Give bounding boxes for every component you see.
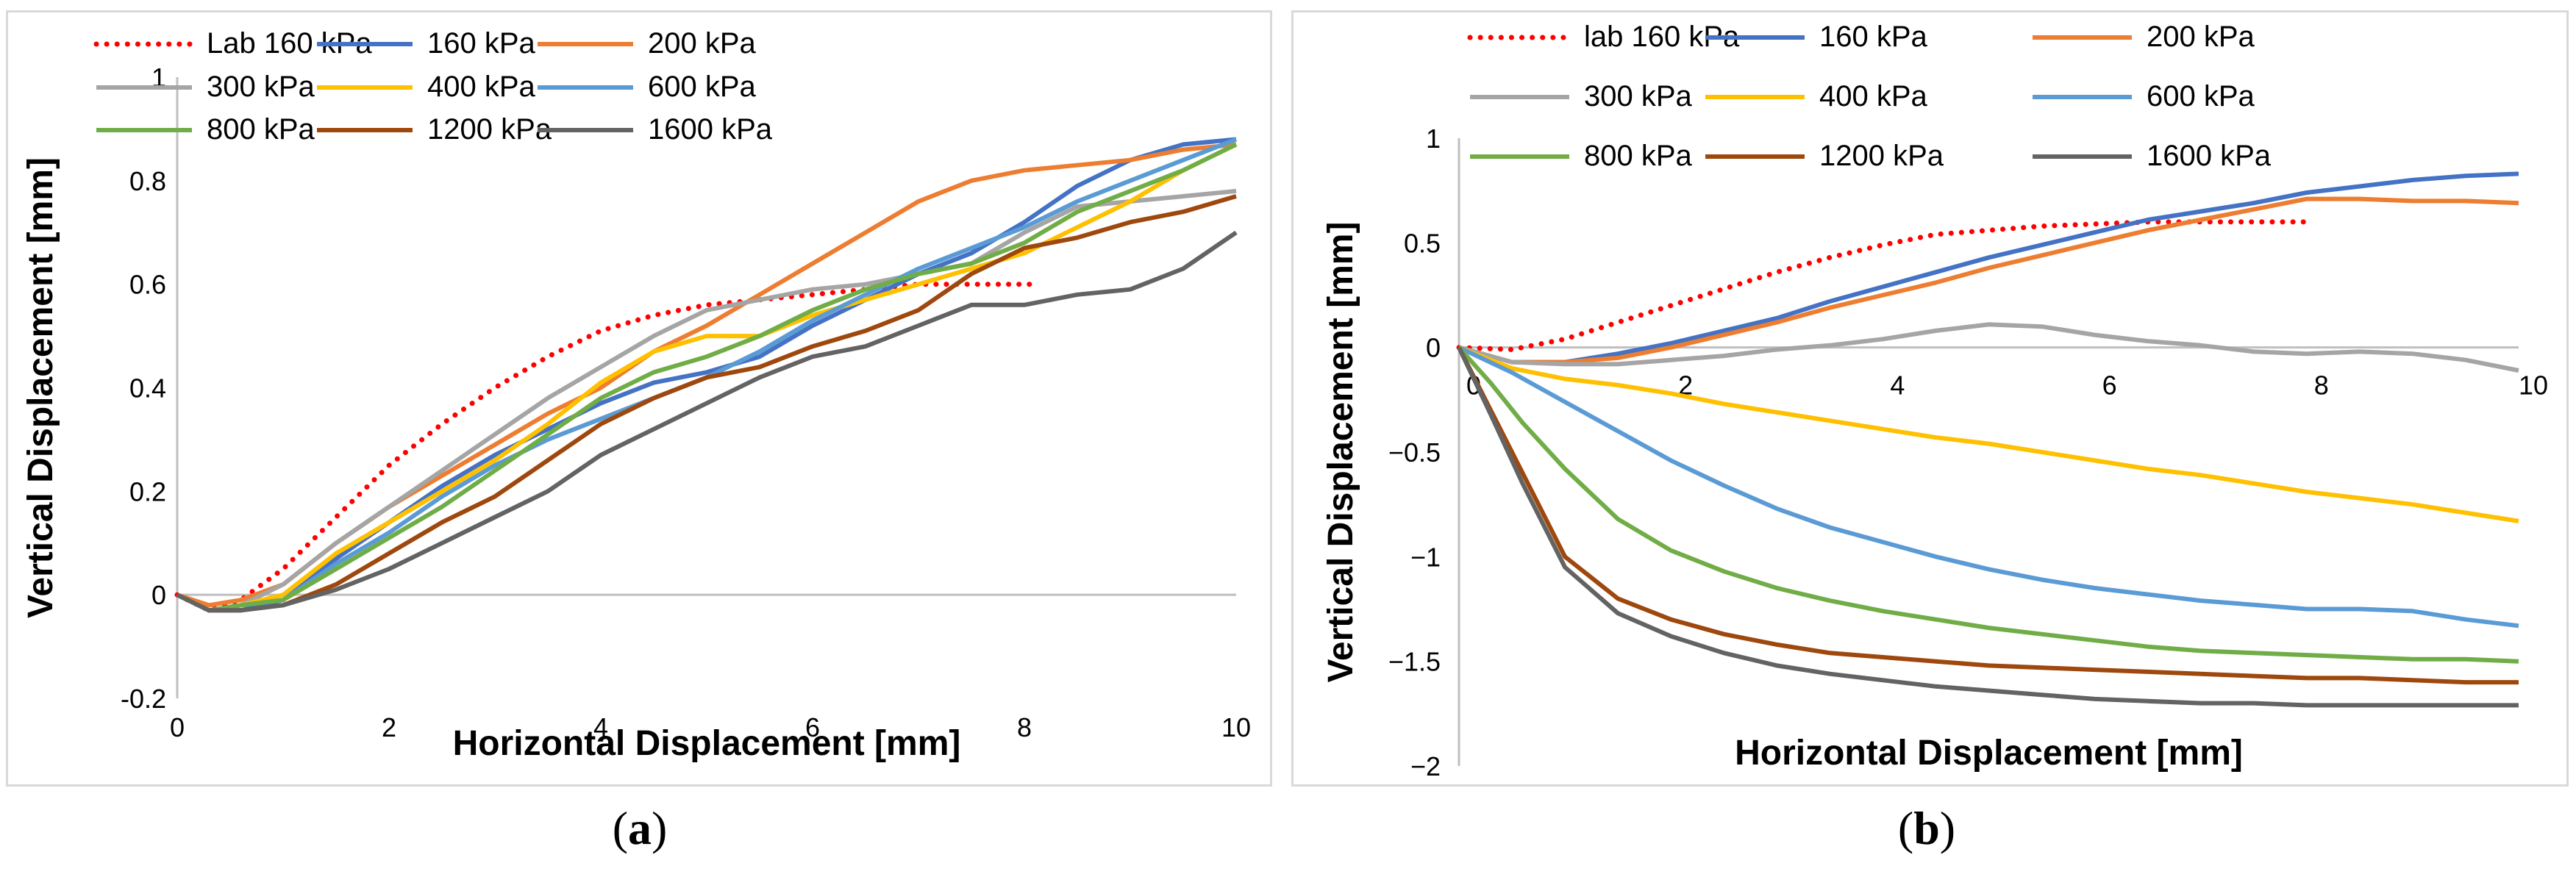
chart-panel-b: 0 2 4 6 8 10 −2 −1.5 −1 −0.5 0 0.5 1 Horizontal Displ… [1291,10,2569,787]
x-tick-label: 4 [593,712,608,742]
y-tick-label: 0.2 [129,476,166,506]
y-tick-label: 0.5 [1404,228,1441,258]
y-tick-label: 0 [151,580,166,610]
legend-label: 600 kPa [2147,80,2255,112]
legend-label: 200 kPa [648,27,757,60]
y-tick-label: 1 [1426,123,1441,154]
y-tick-label: 0.4 [129,373,166,404]
x-tick-label: 0 [170,712,185,742]
legend-label: 1600 kPa [2147,140,2272,172]
y-tick-label: 1 [151,62,166,93]
x-tick-label: 2 [1678,370,1693,401]
y-axis-title: Vertical Displacement [mm] [21,157,60,618]
legend-label: 300 kPa [1584,80,1693,112]
caption-a-letter: a [628,802,652,854]
series-line-1600-kpa [176,230,1238,613]
y-tick-label: 0.8 [129,166,166,196]
x-tick-label: 8 [2314,370,2329,401]
x-tick-label: 10 [1221,712,1251,742]
series-line-200-kpa [1458,196,2519,365]
x-tick-label: 10 [2519,370,2548,401]
series-line-lab-160-kpa [174,282,1038,613]
legend-label: 800 kPa [1584,140,1693,172]
series-line-400-kpa [176,142,1238,613]
y-tick-label: −0.5 [1388,437,1441,468]
y-tick-label: 0.6 [129,270,166,300]
y-tick-label: −1.5 [1388,647,1441,677]
y-tick-label: 0 [1426,333,1441,363]
series-line-300-kpa [176,188,1237,613]
legend-label: 1200 kPa [427,113,552,146]
series-line-800-kpa [176,142,1238,613]
series-line-800-kpa [1457,345,2519,664]
y-axis-title: Vertical Displacement [mm] [1321,222,1360,683]
series-line-1200-kpa [176,194,1237,613]
caption-b: (b) [1897,802,1956,854]
legend-label: 800 kPa [207,113,315,146]
caption-a: (a) [612,802,668,854]
legend-label: 160 kPa [427,27,536,60]
legend-label: 300 kPa [207,71,315,103]
x-axis-title: Horizontal Displacement [mm] [453,724,961,763]
series-line-1200-kpa [1457,346,2519,685]
legend-label: 1600 kPa [648,113,773,146]
x-tick-label: 6 [2102,370,2117,401]
legend-label: 160 kPa [1819,21,1928,53]
series-line-1600-kpa [1457,346,2519,708]
x-tick-label: 8 [1017,712,1032,742]
caption-b-letter: b [1913,802,1940,854]
legend-label: 1200 kPa [1819,140,1944,172]
x-tick-label: 2 [382,712,396,742]
y-tick-label: -0.2 [121,684,166,714]
y-tick-label: −1 [1410,542,1441,572]
series-line-160-kpa [1458,171,2519,365]
chart-panel-a: 0 2 4 6 8 10 -0.2 0 0.2 0.4 0.6 0.8 1 Horizontal Disp… [6,10,1272,787]
series-line-300-kpa [1458,322,2519,373]
legend-label: 600 kPa [648,71,757,103]
series-line-600-kpa [1458,345,2519,629]
series-line-lab-160-kpa [1456,219,2310,352]
chart-b-svg: 0 2 4 6 8 10 −2 −1.5 −1 −0.5 0 0.5 1 Horizontal Displ… [1321,21,2548,781]
y-tick-label: −2 [1410,751,1441,781]
legend-label: 400 kPa [1819,80,1928,112]
x-tick-label: 4 [1890,370,1905,401]
x-tick-label: 6 [805,712,820,742]
legend-label: 400 kPa [427,71,536,103]
legend-label: 200 kPa [2147,21,2255,53]
series-line-400-kpa [1458,345,2519,523]
x-axis-title: Horizontal Displacement [mm] [1735,734,2243,773]
x-tick-label: 0 [1466,370,1481,401]
